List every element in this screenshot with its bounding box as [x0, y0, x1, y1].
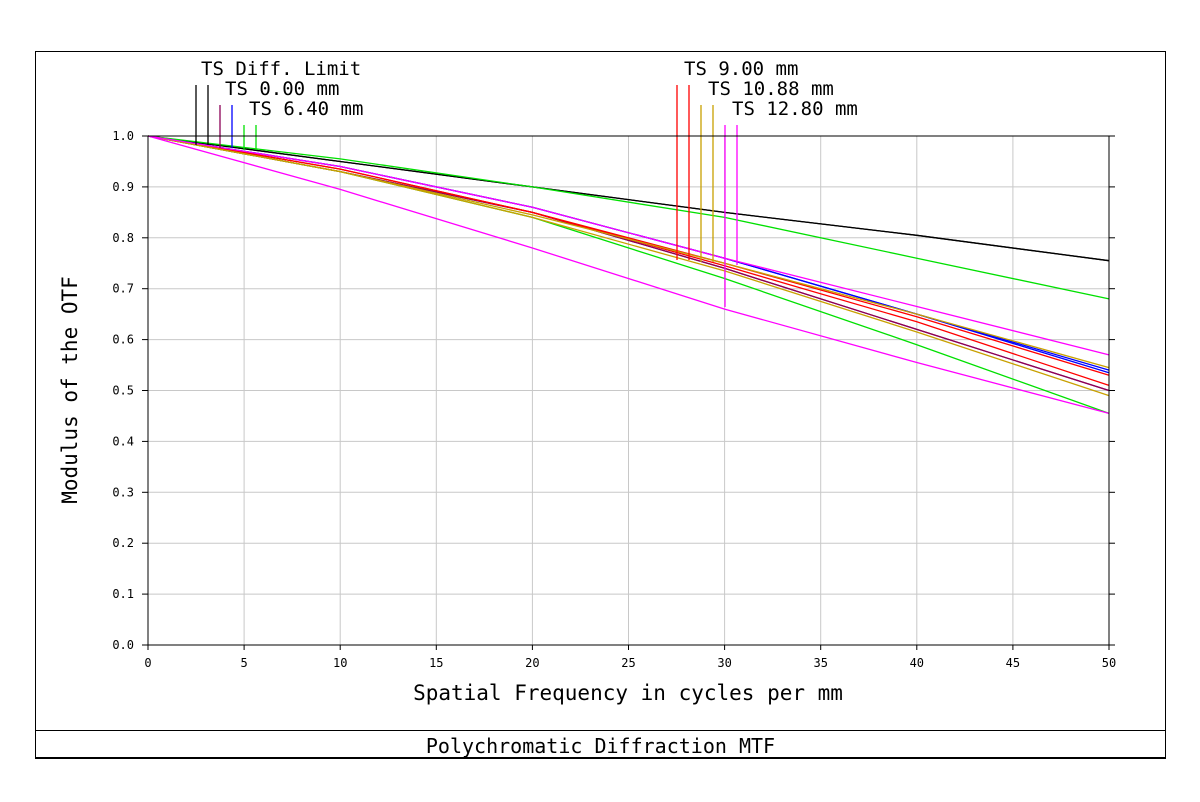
y-axis-title: Modulus of the OTF: [58, 276, 82, 504]
legend-label: TS 10.88 mm: [708, 78, 834, 100]
series-line-12: [147, 135, 1110, 415]
plot-frame: [35, 51, 1166, 758]
series-line-6: [147, 135, 1110, 300]
legend-label: TS 6.40 mm: [249, 98, 363, 120]
series-line-11: [147, 135, 1110, 369]
y-tick-label: 0.7: [112, 282, 134, 296]
series-line-1: [147, 135, 1110, 262]
y-tick-label: 0.3: [112, 485, 134, 499]
y-tick-label: 0.6: [112, 333, 134, 347]
x-tick-label: 45: [1006, 656, 1020, 670]
grid: [147, 135, 1110, 646]
y-tick-label: 0.2: [112, 536, 134, 550]
y-tick-label: 0.9: [112, 180, 134, 194]
x-tick-label: 15: [429, 656, 443, 670]
x-tick-label: 0: [144, 656, 151, 670]
y-tick-label: 0.8: [112, 231, 134, 245]
x-tick-label: 20: [525, 656, 539, 670]
series-line-13: [147, 135, 1110, 356]
plot-border: [147, 135, 1110, 646]
legend-label: TS 12.80 mm: [732, 98, 858, 120]
legend-label: TS 0.00 mm: [225, 78, 339, 100]
x-tick-label: 25: [621, 656, 635, 670]
y-tick-label: 0.1: [112, 587, 134, 601]
y-tick-label: 0.0: [112, 638, 134, 652]
x-tick-label: 35: [813, 656, 827, 670]
caption-box: Polychromatic Diffraction MTF: [35, 730, 1166, 759]
y-tick-label: 1.0: [112, 129, 134, 143]
chart-title: Polychromatic Diffraction MTF: [425, 734, 776, 758]
legend-label: TS Diff. Limit: [201, 58, 361, 80]
x-tick-label: 40: [910, 656, 924, 670]
y-tick-label: 0.5: [112, 384, 134, 398]
axes: 0 5 10 15 20 25 30 35 40 45 50 0.0 0.1 0.2 0.3 0.4 0.5 0.…: [112, 129, 1116, 670]
series-line-9: [147, 135, 1110, 376]
x-axis-title: Spatial Frequency in cycles per mm: [413, 681, 843, 705]
x-tick-label: 5: [240, 656, 247, 670]
series-lines: [147, 135, 1110, 415]
y-tick-label: 0.4: [112, 434, 134, 448]
x-tick-label: 30: [717, 656, 731, 670]
x-tick-label: 50: [1102, 656, 1116, 670]
x-tick-label: 10: [333, 656, 347, 670]
legend-label: TS 9.00 mm: [684, 58, 798, 80]
